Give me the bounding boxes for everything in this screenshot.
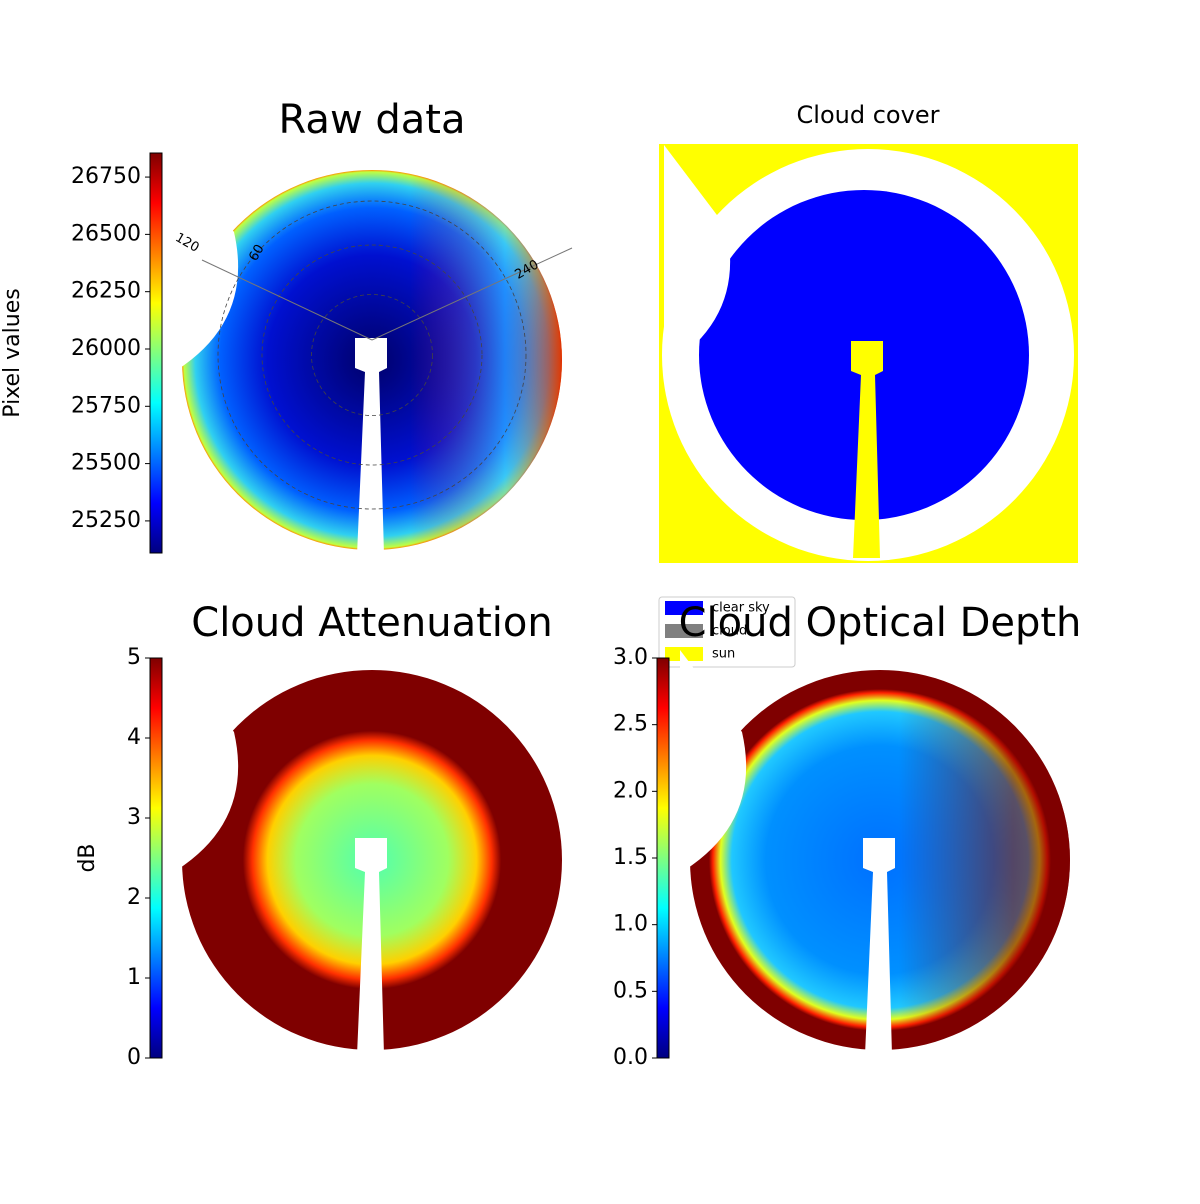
colorbar-tick-label: 0.5 bbox=[613, 978, 648, 1003]
horizon-mask bbox=[680, 650, 747, 870]
colorbar-tick-label: 2.0 bbox=[613, 778, 648, 803]
horizon-mask bbox=[664, 145, 731, 365]
legend-swatch bbox=[665, 624, 703, 638]
sun-mast bbox=[355, 838, 387, 1055]
colorbar-tick-label: 4 bbox=[127, 725, 141, 750]
panel-title: Cloud Attenuation bbox=[191, 600, 552, 646]
legend-label: sun bbox=[712, 647, 735, 662]
colorbar-tick-label: 3 bbox=[127, 805, 141, 830]
sun-mast bbox=[355, 338, 387, 555]
polar-ring bbox=[217, 200, 527, 510]
colorbar-label: Pixel values bbox=[0, 288, 25, 417]
colorbar-label: dB bbox=[75, 843, 100, 872]
legend-label: cloud bbox=[712, 624, 747, 639]
colorbar bbox=[149, 152, 163, 554]
sun-mast bbox=[863, 838, 895, 1055]
sky-image bbox=[680, 650, 1070, 1055]
colorbar bbox=[149, 657, 163, 1059]
polar-label: 60 bbox=[246, 242, 267, 264]
colorbar-tick-label: 26500 bbox=[71, 221, 141, 246]
polar-spoke bbox=[371, 247, 573, 341]
panel-title: Raw data bbox=[279, 97, 466, 143]
sky-image bbox=[172, 650, 562, 1055]
colorbar-tick-label: 2 bbox=[127, 885, 141, 910]
colorbar-tick-label: 5 bbox=[127, 645, 141, 670]
colorbar-tick-label: 1 bbox=[127, 965, 141, 990]
polar-spoke bbox=[201, 259, 373, 341]
polar-ring bbox=[311, 294, 433, 416]
colorbar-tick-label: 1.5 bbox=[613, 845, 648, 870]
legend-swatch bbox=[665, 601, 703, 615]
panel-title: Cloud cover bbox=[797, 101, 940, 129]
legend-swatch bbox=[665, 647, 703, 661]
colorbar-tick-label: 25250 bbox=[71, 508, 141, 533]
sky-image bbox=[172, 150, 562, 555]
colorbar-tick-label: 1.0 bbox=[613, 912, 648, 937]
polar-ring bbox=[261, 244, 483, 466]
horizon-mask bbox=[172, 650, 239, 870]
colorbar-tick-label: 0 bbox=[127, 1045, 141, 1070]
colorbar-tick-label: 2.5 bbox=[613, 712, 648, 737]
legend-label: clear sky bbox=[712, 601, 770, 616]
colorbar bbox=[656, 657, 670, 1059]
sun-mast bbox=[851, 341, 883, 558]
colorbar-tick-label: 26000 bbox=[71, 336, 141, 361]
horizon-mask bbox=[172, 150, 239, 370]
colorbar-tick-label: 3.0 bbox=[613, 645, 648, 670]
colorbar-tick-label: 0.0 bbox=[613, 1045, 648, 1070]
panel-title: Cloud Optical Depth bbox=[679, 600, 1082, 646]
colorbar-tick-label: 26750 bbox=[71, 164, 141, 189]
colorbar-tick-label: 26250 bbox=[71, 279, 141, 304]
colorbar-tick-label: 25750 bbox=[71, 393, 141, 418]
colorbar-tick-label: 25500 bbox=[71, 451, 141, 476]
